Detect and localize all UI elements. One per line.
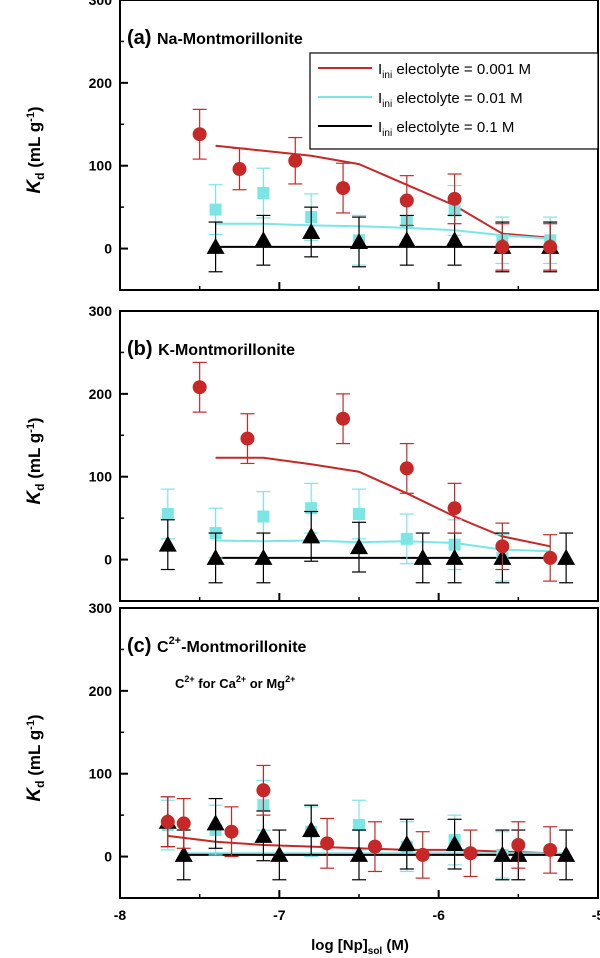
series-line-0.001 [215,144,551,239]
data-point-0.01 [209,203,222,216]
data-point-0.1 [302,821,321,838]
data-point-0.01 [257,510,270,523]
data-point-0.001 [463,846,478,861]
data-point-0.001 [495,239,510,254]
data-point-0.001 [336,411,351,426]
data-point-0.1 [206,814,225,831]
data-point-0.001 [415,847,430,862]
series-line-0.001 [215,456,551,548]
data-point-0.01 [161,508,174,520]
panel-note: C2+ for Ca2+ or Mg2+ [175,674,295,691]
data-point-0.001 [447,191,462,206]
data-point-0.1 [397,835,416,852]
data-point-0.001 [495,539,510,554]
x-axis-title: log [Np]sol (M) [311,937,409,957]
data-point-0.01 [353,819,365,832]
data-point-0.001 [240,431,255,446]
y-tick-label: 100 [89,469,113,485]
data-point-0.1 [397,231,416,248]
data-point-0.1 [493,845,512,862]
data-point-0.1 [445,835,464,852]
data-point-0.001 [336,181,351,196]
data-point-0.001 [399,193,414,208]
y-tick-label: 100 [89,766,113,782]
data-point-0.01 [400,532,413,545]
data-point-0.001 [399,461,414,476]
data-point-0.1 [254,548,273,565]
data-point-0.1 [302,223,321,239]
data-point-0.1 [557,845,576,862]
y-axis-title-c: Kd (mL g-1) [24,714,47,801]
data-point-0.1 [557,548,576,565]
data-point-0.001 [543,239,558,254]
data-point-0.01 [353,508,365,520]
data-point-0.1 [302,527,321,544]
data-point-0.001 [447,501,462,516]
data-point-0.001 [192,380,207,395]
legend: Iini electolyte = 0.001 M Iini electolyte… [309,52,599,150]
data-point-0.1 [158,535,177,552]
y-tick-label: 0 [104,241,112,257]
series-line-0.01 [215,222,551,240]
data-point-0.1 [254,826,273,843]
data-point-0.1 [254,231,273,248]
data-point-0.001 [160,814,175,829]
data-point-0.1 [413,548,432,565]
y-tick-label: 0 [104,849,112,865]
y-tick-label: 100 [89,158,113,174]
panel-label-b: (b) K-Montmorillonite [127,338,295,360]
y-tick-label: 200 [89,386,113,402]
panel-c: 0 100 200 300 (c) C2+-Montmorillonite C2+ for… [89,600,599,899]
data-point-0.001 [232,162,247,177]
data-point-0.1 [206,548,225,565]
x-tick-label: -5 [592,907,600,923]
x-tick-label: -6 [432,907,445,923]
data-point-0.1 [350,232,368,249]
data-point-0.1 [445,231,464,248]
data-point-0.01 [257,187,270,200]
data-point-0.001 [511,837,526,852]
panel-label-a: (a) Na-Montmorillonite [127,27,303,49]
x-tick-label: -8 [114,907,127,923]
data-point-0.001 [224,824,239,839]
data-point-0.001 [288,153,303,168]
data-point-0.001 [367,839,382,854]
y-tick-label: 200 [89,683,113,699]
y-tick-label: 300 [89,303,113,319]
data-point-0.001 [543,550,558,565]
data-point-0.1 [445,548,464,565]
panel-b: 0 100 200 300 (b) K-Montmorillonite [89,303,599,602]
series-line-0.01 [215,539,551,553]
data-point-0.001 [176,816,191,831]
y-tick-label: 300 [89,0,113,8]
x-tick-label: -7 [273,907,286,923]
data-point-0.1 [206,237,225,254]
data-point-0.001 [256,783,271,798]
legend-entry: Iini electolyte = 0.01 M [378,90,523,110]
legend-entry: Iini electolyte = 0.1 M [378,119,514,139]
data-point-0.1 [350,538,368,555]
panel-label-c: (c) C2+-Montmorillonite [127,635,307,657]
y-axis-title-b: Kd (mL g-1) [24,417,47,504]
data-point-0.001 [320,836,335,851]
y-tick-label: 300 [89,600,113,616]
panel-a: 0 100 200 300 (a) Na-Montmorillonite Iini ele… [89,0,599,291]
y-axis-title-a: Kd (mL g-1) [24,106,47,193]
data-point-0.1 [350,845,368,862]
legend-entry: Iini electolyte = 0.001 M [378,61,531,81]
data-point-0.1 [174,845,193,862]
data-point-0.1 [270,845,289,862]
data-point-0.001 [543,842,558,857]
y-tick-label: 200 [89,75,113,91]
y-tick-label: 0 [104,552,112,568]
data-point-0.001 [192,127,207,142]
